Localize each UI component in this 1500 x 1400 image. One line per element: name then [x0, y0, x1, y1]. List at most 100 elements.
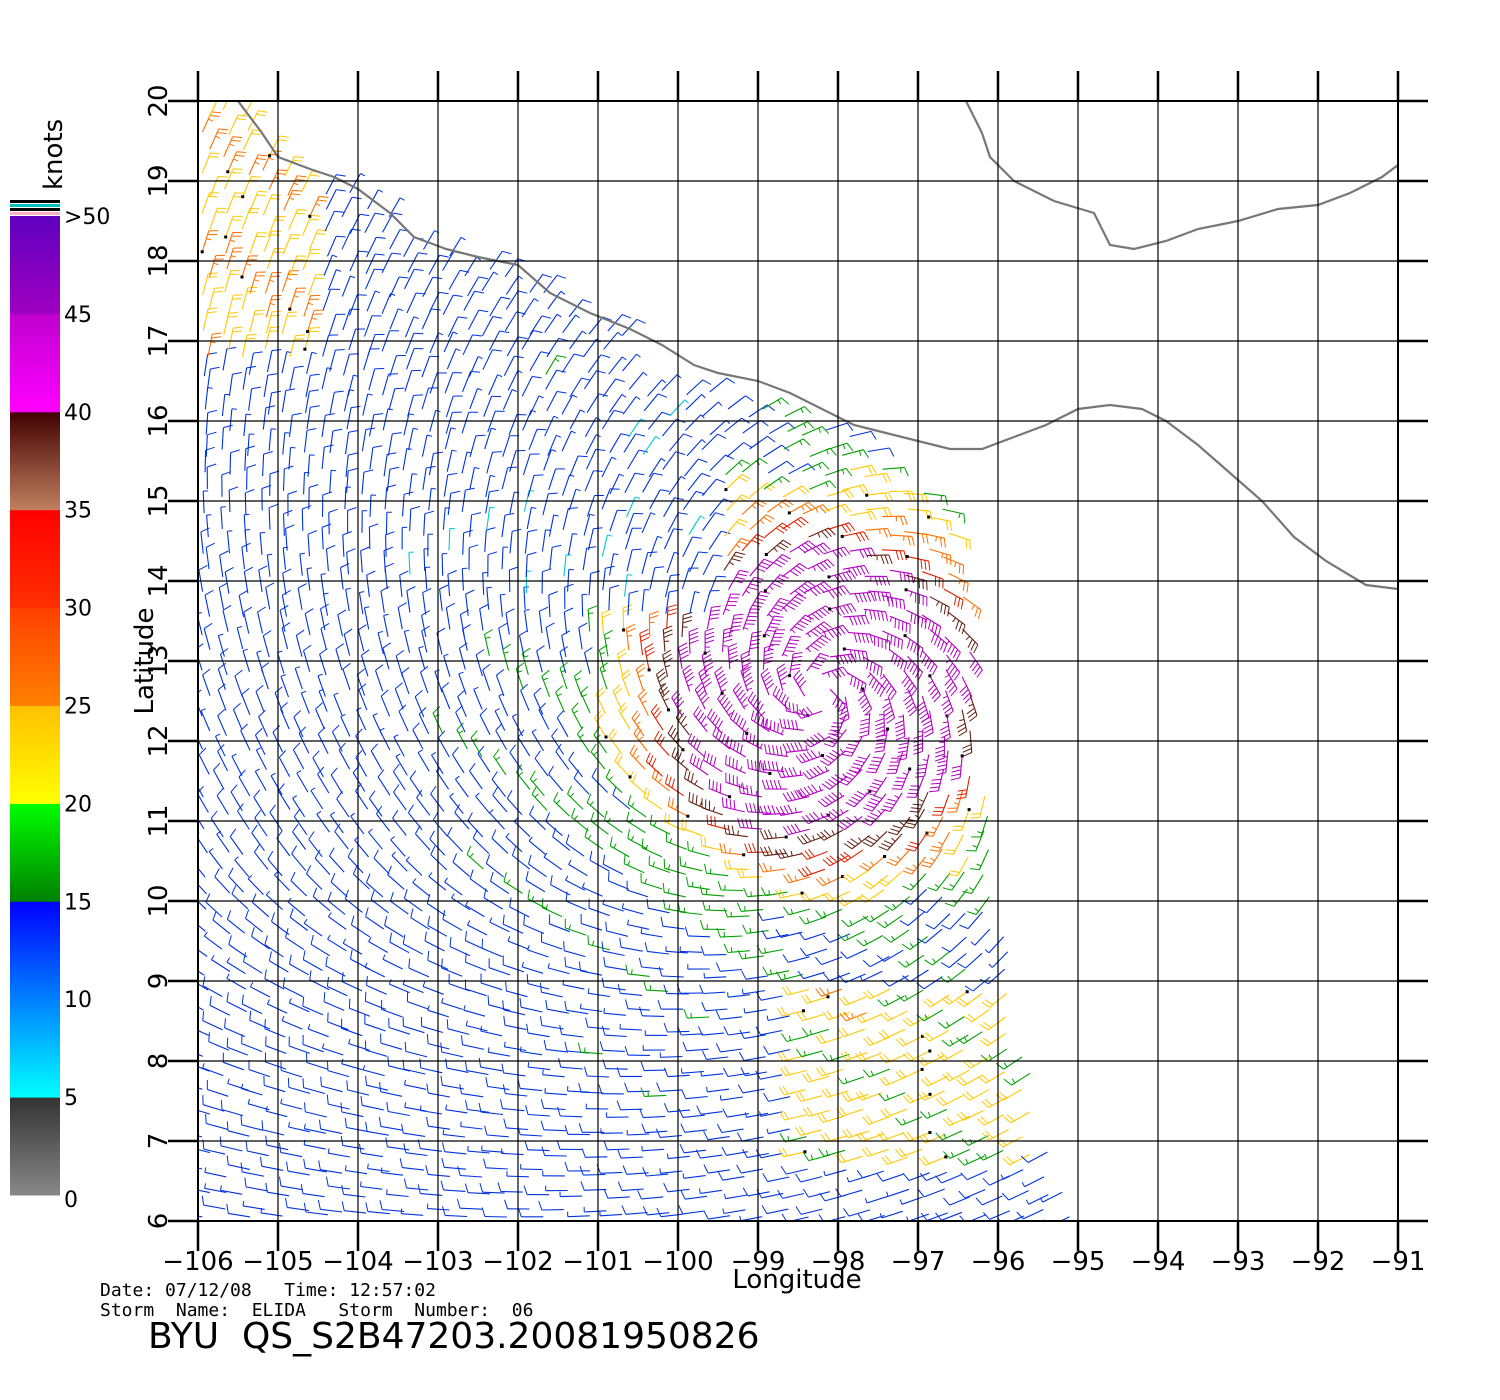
wind-barb: [693, 706, 708, 733]
wind-barb: [956, 1074, 983, 1087]
wind-barb: [981, 992, 1008, 1008]
wind-barb: [321, 413, 335, 438]
wind-barb: [648, 855, 671, 874]
wind-barb: [906, 776, 925, 798]
wind-barb: [310, 787, 324, 810]
wind-barb: [943, 1148, 971, 1159]
wind-barb: [410, 908, 430, 930]
wind-barb: [886, 848, 911, 867]
wind-barb: [848, 591, 876, 603]
wind-barb: [251, 927, 270, 950]
wind-barb: [498, 693, 509, 717]
wind-barb: [861, 808, 886, 826]
wind-barb: [755, 1149, 783, 1159]
wind-barb: [779, 718, 804, 731]
wind-barb: [388, 979, 410, 994]
wind-barb: [264, 272, 282, 294]
wind-barb: [843, 1208, 871, 1217]
wind-barb: [681, 1068, 704, 1074]
wind-barb: [788, 652, 803, 678]
wind-barb: [942, 1069, 970, 1082]
legend-label-6: 30: [64, 597, 92, 622]
wind-barb: [665, 946, 688, 954]
wind-barb: [238, 590, 248, 618]
wind-barb: [917, 1090, 945, 1101]
wind-barb: [403, 629, 411, 653]
wind-barb: [304, 1102, 327, 1118]
wind-barb: [903, 634, 924, 658]
wind-barb: [446, 348, 461, 370]
wind-barb: [463, 290, 484, 311]
wind-barb: [587, 354, 611, 373]
wind-barb: [587, 605, 598, 632]
wind-barb: [775, 888, 804, 899]
wind-barb: [779, 1110, 807, 1121]
wind-barb: [407, 252, 428, 273]
wind-barb: [817, 792, 845, 808]
wind-barb: [639, 1108, 666, 1119]
wind-barb: [822, 1053, 850, 1062]
wind-barb: [749, 435, 776, 450]
wind-barb: [281, 589, 291, 617]
wind-barb: [702, 512, 725, 532]
wind-barb: [723, 907, 750, 918]
wind-barb: [219, 1136, 243, 1152]
wind-barb: [403, 413, 415, 436]
wind-barb: [889, 534, 915, 546]
wind-barb: [204, 589, 214, 617]
wind-barb: [419, 1105, 443, 1115]
wind-barb: [264, 935, 284, 958]
wind-barb: [340, 1102, 364, 1118]
wind-barb: [519, 1046, 543, 1056]
wind-barb: [821, 666, 849, 679]
wind-barb: [266, 349, 282, 373]
wind-barb: [651, 768, 671, 792]
wind-barb: [204, 387, 213, 410]
wind-barb: [838, 696, 850, 724]
wind-barb: [341, 275, 356, 297]
wind-barb: [544, 415, 559, 437]
wind-barb: [717, 690, 734, 718]
wind-barb: [483, 629, 493, 657]
legend-stripe-3: [10, 212, 60, 215]
wind-barb: [778, 1147, 807, 1158]
wind-barb: [307, 530, 317, 557]
wind-barb: [599, 1210, 623, 1217]
wind-barb: [787, 501, 816, 515]
wind-barb: [340, 1135, 365, 1150]
wind-barb: [640, 872, 663, 890]
wind-barb: [407, 427, 419, 451]
wind-barb: [329, 349, 345, 372]
wind-barb: [547, 434, 562, 456]
wind-barb: [226, 151, 247, 174]
wind-barb: [901, 936, 928, 951]
wind-barb: [736, 868, 763, 879]
wind-barb: [365, 253, 385, 275]
wind-barb: [449, 936, 471, 957]
wind-barb: [929, 831, 950, 852]
wind-barb: [902, 969, 929, 983]
wind-barb: [548, 765, 564, 792]
wind-barb: [906, 655, 923, 681]
wind-barb: [403, 889, 423, 912]
wind-barb: [663, 528, 683, 550]
wind-barb: [358, 591, 365, 615]
wind-barb: [502, 1000, 526, 1016]
wind-barb: [878, 1028, 906, 1040]
wind-barb: [243, 413, 252, 437]
wind-barb: [665, 831, 687, 850]
wind-barb: [491, 829, 509, 854]
wind-barb: [303, 1158, 327, 1173]
wind-barb: [725, 459, 751, 476]
wind-barb: [599, 662, 608, 690]
wind-barb: [461, 487, 475, 512]
wind-barb: [501, 512, 515, 538]
wind-barb: [448, 974, 470, 992]
x-tick-label-11: −95: [1051, 1247, 1106, 1277]
wind-barb: [695, 1149, 723, 1159]
wind-barb: [728, 569, 749, 590]
y-tick-label-5: 11: [144, 804, 174, 837]
y-tick-label-6: 12: [144, 724, 174, 757]
wind-barb: [202, 307, 218, 331]
wind-barb: [842, 1128, 870, 1139]
